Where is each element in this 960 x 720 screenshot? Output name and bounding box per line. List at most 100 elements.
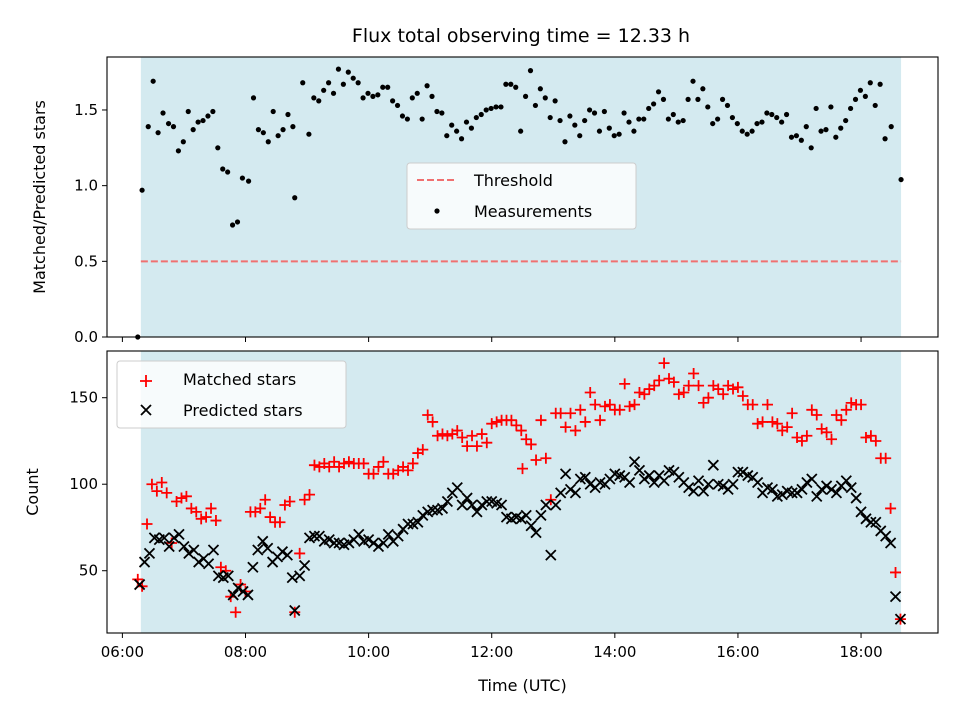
measurement-point bbox=[591, 110, 598, 116]
measurement-point bbox=[660, 96, 667, 102]
predicted-star-point bbox=[257, 535, 269, 547]
measurement-point bbox=[705, 104, 711, 110]
measurement-point bbox=[399, 113, 406, 119]
matched-star-point bbox=[141, 518, 153, 530]
predicted-star-point bbox=[727, 478, 739, 490]
matched-star-point bbox=[697, 397, 709, 409]
legend-measurements-swatch bbox=[434, 208, 440, 214]
matched-star-point bbox=[289, 606, 301, 618]
predicted-star-point bbox=[289, 604, 301, 617]
measurement-point bbox=[200, 117, 206, 124]
measurement-point bbox=[229, 222, 236, 228]
measurement-point bbox=[245, 178, 252, 184]
measurement-point bbox=[734, 120, 740, 127]
measurement-point bbox=[803, 124, 809, 130]
matched-star-point bbox=[584, 387, 596, 399]
measurement-point bbox=[260, 130, 266, 136]
measurement-point bbox=[270, 108, 276, 115]
matched-star-point bbox=[830, 409, 842, 421]
measurement-point bbox=[326, 80, 332, 86]
matched-star-point bbox=[515, 425, 527, 437]
matched-star-point bbox=[840, 404, 852, 416]
measurement-point bbox=[150, 78, 156, 84]
measurement-point bbox=[616, 131, 622, 137]
matched-star-point bbox=[328, 456, 340, 468]
y-tick-label: 150 bbox=[69, 389, 98, 407]
matched-star-point bbox=[860, 432, 872, 444]
predicted-star-point bbox=[298, 559, 311, 572]
measurement-point bbox=[155, 130, 161, 136]
predicted-star-point bbox=[786, 487, 798, 499]
predicted-star-point bbox=[623, 476, 636, 489]
measurement-point bbox=[463, 119, 470, 125]
x-axis-label: Time (UTC) bbox=[477, 676, 566, 695]
matched-star-point bbox=[505, 414, 517, 426]
y-tick-label: 1.0 bbox=[74, 177, 98, 195]
matched-star-point bbox=[156, 476, 168, 488]
predicted-star-point bbox=[362, 533, 375, 546]
measurement-point bbox=[828, 104, 834, 110]
predicted-star-point bbox=[683, 482, 695, 494]
matched-star-point bbox=[569, 425, 581, 437]
measurement-point bbox=[518, 128, 524, 134]
predicted-star-point bbox=[845, 482, 857, 494]
matched-star-point bbox=[481, 437, 493, 449]
measurement-point bbox=[508, 81, 514, 87]
measurement-point bbox=[798, 137, 804, 143]
matched-star-point bbox=[653, 374, 665, 386]
measurement-point bbox=[434, 108, 440, 115]
matched-star-point bbox=[589, 399, 601, 411]
predicted-star-point bbox=[227, 589, 239, 601]
matched-star-point bbox=[451, 425, 463, 437]
x-tick-label: 14:00 bbox=[593, 643, 636, 661]
matched-star-point bbox=[540, 452, 552, 464]
measurement-point bbox=[350, 75, 356, 81]
measurement-point bbox=[888, 124, 894, 130]
matched-star-point bbox=[826, 433, 838, 445]
matched-star-point bbox=[432, 430, 444, 442]
matched-star-point bbox=[624, 400, 636, 412]
matched-star-point bbox=[752, 418, 764, 430]
predicted-star-point bbox=[294, 570, 306, 582]
predicted-star-point bbox=[353, 528, 365, 541]
predicted-star-point bbox=[860, 513, 872, 525]
predicted-star-point bbox=[143, 547, 156, 560]
measurement-point bbox=[867, 80, 873, 86]
matched-star-point bbox=[338, 457, 350, 469]
x-tick-label: 06:00 bbox=[101, 643, 144, 661]
measurement-point bbox=[170, 124, 177, 130]
matched-star-point bbox=[180, 490, 192, 502]
predicted-star-point bbox=[889, 591, 902, 603]
measurement-point bbox=[788, 134, 795, 140]
matched-star-point bbox=[683, 380, 695, 392]
predicted-star-point bbox=[456, 499, 468, 511]
predicted-star-point bbox=[692, 475, 705, 487]
measurement-point bbox=[719, 96, 726, 102]
predicted-star-point bbox=[343, 537, 355, 549]
measurement-point bbox=[250, 95, 257, 101]
legend-predicted-swatch bbox=[140, 404, 152, 416]
measurement-point bbox=[582, 117, 588, 124]
measurement-point bbox=[360, 95, 366, 101]
measurement-point bbox=[779, 119, 785, 125]
measurement-point bbox=[311, 95, 317, 101]
y-axis-label: Matched/Predicted stars bbox=[30, 100, 49, 294]
matched-star-point bbox=[200, 511, 212, 523]
measurement-point bbox=[838, 125, 844, 131]
legend-matched-label: Matched stars bbox=[183, 370, 296, 389]
matched-star-point bbox=[781, 421, 793, 433]
measurement-point bbox=[764, 110, 770, 116]
measurement-point bbox=[180, 139, 186, 145]
predicted-star-point bbox=[850, 492, 862, 504]
legend-predicted-label: Predicted stars bbox=[183, 401, 303, 420]
x-tick-label: 10:00 bbox=[347, 643, 390, 661]
predicted-star-point bbox=[811, 490, 823, 502]
y-tick-label: 0.0 bbox=[74, 328, 98, 346]
measurement-point bbox=[783, 111, 790, 118]
measurement-point bbox=[823, 127, 829, 133]
matched-star-point bbox=[436, 428, 448, 440]
matched-star-point bbox=[259, 494, 271, 506]
predicted-star-point bbox=[717, 480, 729, 492]
measurement-point bbox=[409, 95, 415, 101]
